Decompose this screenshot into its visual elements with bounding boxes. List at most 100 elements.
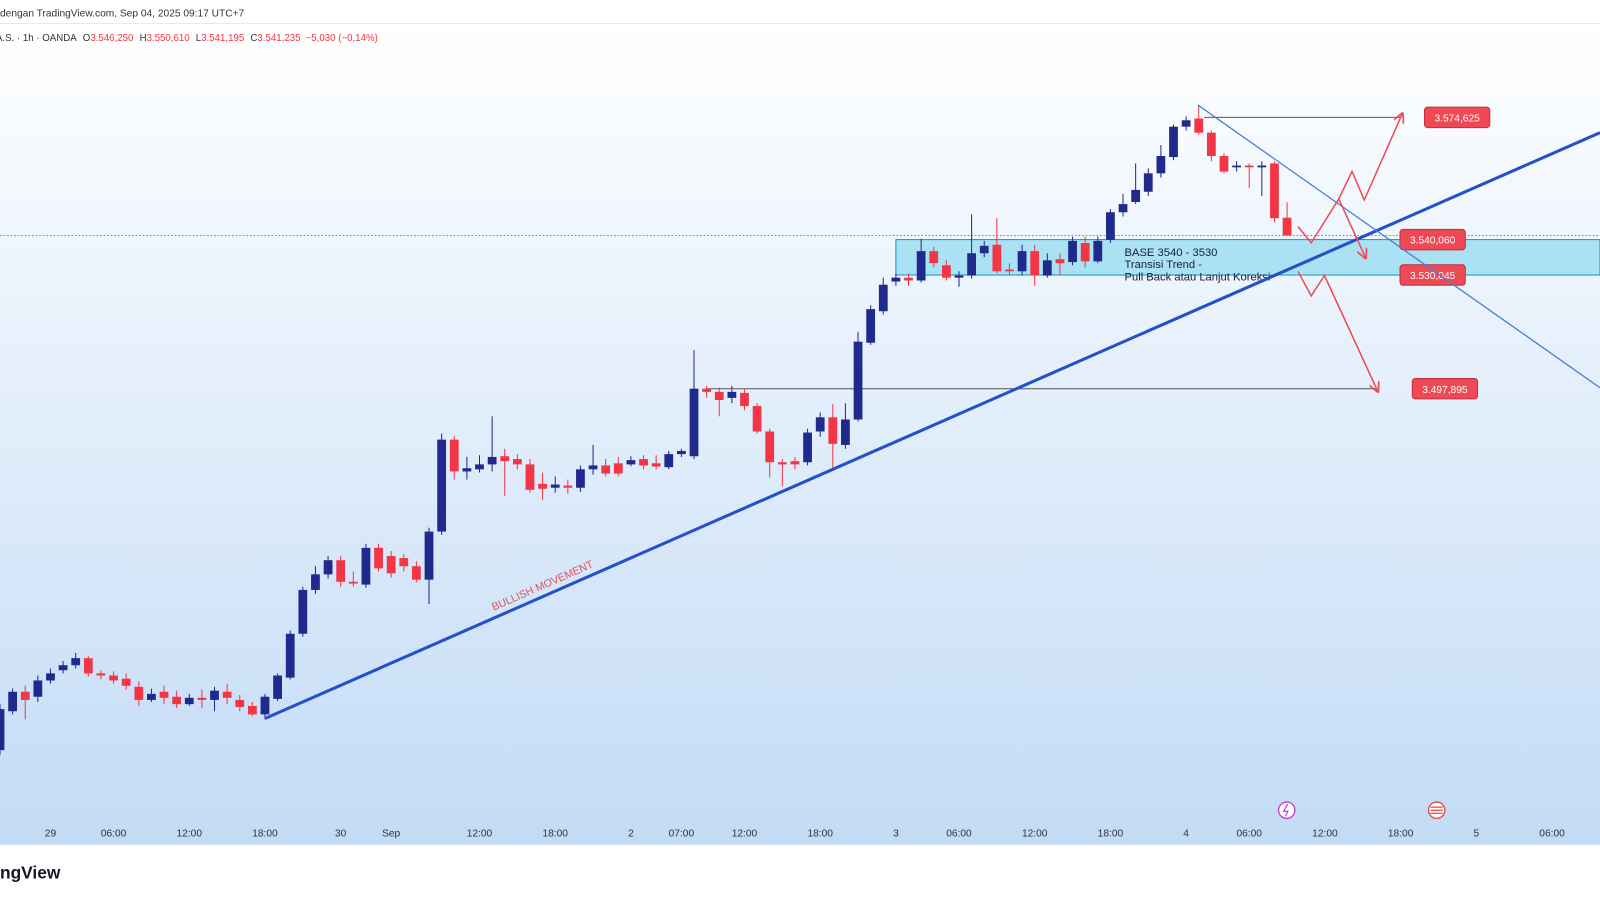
change: −5,030 (−0,14%): [306, 33, 378, 44]
candle-body: [96, 673, 106, 676]
x-tick-label: 18:00: [807, 829, 833, 840]
x-tick-label: 18:00: [542, 829, 568, 840]
candle-body: [424, 531, 434, 580]
x-tick-label: 18:00: [1098, 829, 1124, 840]
x-axis: 29 06:00 12:00 18:00 30 Sep 12:00 18:00 2 07:00 12…: [45, 829, 1565, 840]
candle-body: [1219, 156, 1229, 172]
candle-body: [1093, 240, 1103, 262]
channel-line: [1197, 104, 1600, 389]
candle-body: [1080, 242, 1090, 262]
event-icon[interactable]: [1277, 801, 1296, 820]
candle-body: [954, 275, 964, 278]
candle-body: [134, 686, 144, 700]
candle-body: [46, 673, 55, 681]
candle-body: [20, 691, 30, 700]
candle-body: [929, 251, 939, 264]
candle-body: [538, 483, 547, 489]
candle-body: [1131, 189, 1141, 202]
candle-body: [967, 253, 976, 276]
field-key: H: [140, 33, 147, 44]
level-label: 3.574,625: [1434, 113, 1480, 124]
x-tick-label: 30: [335, 829, 347, 840]
x-tick-label: 5: [1474, 829, 1480, 840]
candle-body: [1068, 240, 1077, 263]
projection-arrow: [1297, 271, 1378, 390]
candle-body: [1030, 251, 1040, 276]
candle-body: [803, 432, 812, 463]
candle-body: [727, 391, 737, 398]
candle-body: [916, 251, 926, 281]
level-tag: [1399, 228, 1466, 251]
candle-body: [1206, 132, 1216, 157]
candle-body: [386, 555, 396, 574]
candle-body: [8, 691, 18, 712]
x-tick-label: 12:00: [1022, 829, 1048, 840]
candle-body: [197, 697, 207, 700]
x-tick-label: 12:00: [177, 829, 203, 840]
candle-body: [588, 465, 598, 470]
header-text: dengan TradingView.com, Sep 04, 2025 09:…: [0, 8, 245, 19]
x-tick-label: 12:00: [732, 829, 758, 840]
candles: [0, 105, 1292, 756]
candle-body: [273, 675, 282, 699]
candle-body: [677, 450, 686, 455]
candle-body: [1181, 120, 1191, 127]
candle-body: [83, 658, 93, 674]
candle-body: [878, 284, 888, 312]
x-tick-label: 06:00: [946, 829, 972, 840]
base-zone: [895, 239, 1600, 276]
candle-body: [1042, 260, 1052, 276]
candle-body: [992, 244, 1002, 272]
candle-body: [1270, 163, 1279, 219]
projection-arrow: [1338, 114, 1402, 202]
level-tag: [1411, 378, 1479, 400]
field-key: O: [83, 33, 91, 44]
candle-body: [563, 485, 573, 488]
x-tick-label: 07:00: [669, 829, 695, 840]
candle-body: [109, 675, 118, 681]
field-key: C: [250, 33, 257, 44]
candle-body: [752, 406, 762, 432]
field-value: 3.541,235: [257, 33, 300, 44]
candle-body: [601, 465, 611, 474]
candle-body: [1143, 173, 1153, 192]
candle-body: [462, 468, 472, 472]
candle-body: [613, 463, 623, 474]
candle-body: [348, 581, 358, 584]
candle-body: [1169, 126, 1178, 158]
candle-body: [235, 699, 245, 707]
candle-body: [247, 705, 257, 715]
level-tag: [1423, 106, 1491, 129]
x-tick-label: 4: [1183, 829, 1189, 840]
candle-body: [576, 469, 585, 488]
candle-body: [159, 691, 169, 698]
field-value: 3.546,250: [90, 33, 134, 44]
flag-icon-glyph: [1430, 806, 1443, 814]
x-tick-label: 06:00: [101, 829, 127, 840]
candle-body: [626, 460, 636, 465]
candle-body: [500, 456, 510, 462]
x-tick-label: 06:00: [1539, 829, 1565, 840]
candle-body: [1194, 118, 1204, 133]
candle-body: [1106, 212, 1115, 240]
candle-body: [550, 484, 560, 488]
candle-body: [361, 547, 371, 585]
candle-body: [449, 439, 459, 472]
projection-arrow: [1297, 197, 1365, 257]
x-tick-label: 12:00: [467, 829, 493, 840]
candle-body: [1257, 165, 1267, 168]
candle-body: [298, 589, 308, 634]
candle-body: [853, 341, 863, 420]
candle-body: [689, 388, 699, 457]
candle-body: [1156, 156, 1166, 174]
candle-body: [702, 388, 712, 392]
field-value: 3.550,610: [147, 33, 191, 44]
candle-body: [475, 464, 484, 470]
candle-body: [512, 459, 522, 465]
candle-body: [311, 574, 320, 590]
candle-body: [222, 691, 232, 698]
level-label: 3.530,045: [1410, 271, 1456, 282]
candle-body: [437, 439, 447, 532]
